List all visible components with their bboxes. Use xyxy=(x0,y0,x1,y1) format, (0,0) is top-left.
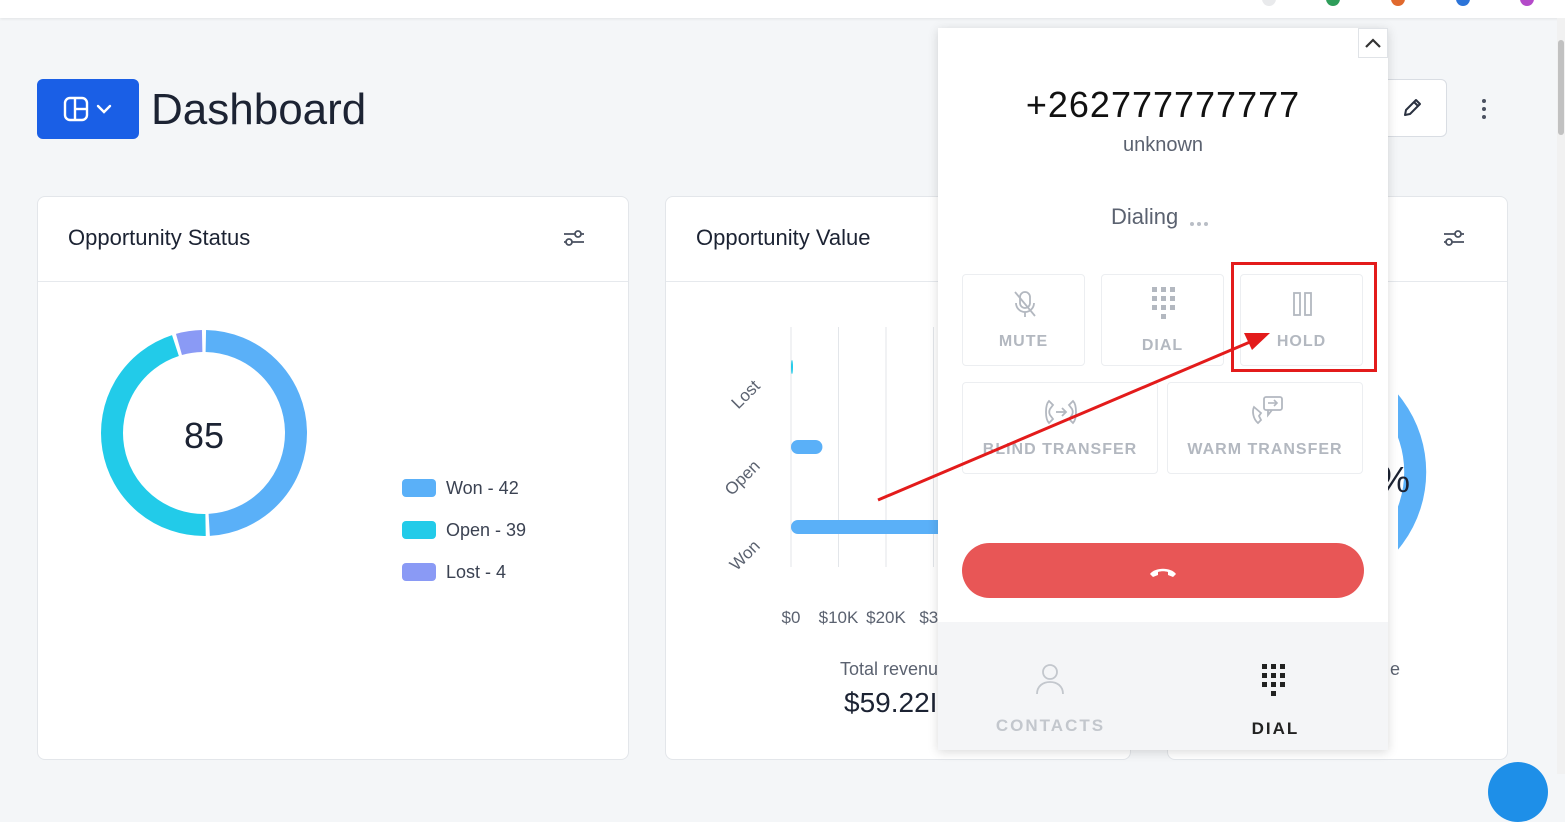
x-tick-label: $10K xyxy=(819,608,859,627)
hang-up-button[interactable] xyxy=(962,543,1364,598)
legend-label: Won - 42 xyxy=(446,477,519,498)
legend-label: Open - 39 xyxy=(446,519,527,540)
legend-item-won[interactable]: Won - 42 xyxy=(402,467,526,509)
chat-transfer-icon xyxy=(1252,396,1283,425)
dialpad-icon xyxy=(1152,287,1175,319)
legend-item-lost[interactable]: Lost - 4 xyxy=(402,551,526,593)
collapse-button[interactable] xyxy=(1358,28,1388,58)
scrollbar-thumb[interactable] xyxy=(1558,40,1564,135)
opportunity-status-card: Opportunity Status 85 Won - 42 Open - 39… xyxy=(37,196,629,760)
y-category-label: Won xyxy=(726,536,764,574)
tab-dial[interactable]: DIAL xyxy=(1163,622,1388,750)
phone-dialer-panel: +262777777777 unknown Dialing MUTE DIAL … xyxy=(938,28,1388,750)
y-category-label: Lost xyxy=(728,376,764,412)
dialpad-button[interactable]: DIAL xyxy=(1101,274,1224,366)
total-revenue-label: Total revenu xyxy=(840,659,939,679)
dialed-number: +262777777777 xyxy=(1025,84,1301,125)
dial-label: DIAL xyxy=(1141,337,1184,354)
status-legend: Won - 42 Open - 39 Lost - 4 xyxy=(402,467,526,593)
dialpad-icon xyxy=(1262,664,1285,696)
chevron-up-icon xyxy=(1365,38,1381,48)
app-icon[interactable] xyxy=(1456,0,1470,6)
chevron-down-icon xyxy=(96,104,112,114)
caller-name: unknown xyxy=(1122,134,1204,156)
hold-highlight-box xyxy=(1231,262,1377,372)
layout-grid-icon xyxy=(63,96,89,122)
warm-transfer-button[interactable]: WARM TRANSFER xyxy=(1167,382,1363,474)
mute-label: MUTE xyxy=(998,333,1049,350)
donut-total: 85 xyxy=(183,415,225,456)
dialer-tabs: CONTACTS DIAL xyxy=(938,622,1388,750)
help-chat-button[interactable] xyxy=(1488,762,1548,822)
blind-transfer-button[interactable]: BLIND TRANSFER xyxy=(962,382,1158,474)
donut-slice-open[interactable] xyxy=(101,335,206,536)
mute-button[interactable]: MUTE xyxy=(962,274,1085,366)
card-title: Opportunity Value xyxy=(696,225,871,250)
bar-lost[interactable] xyxy=(791,360,793,374)
pencil-icon xyxy=(1404,99,1421,116)
warm-transfer-label: WARM TRANSFER xyxy=(1187,441,1343,458)
page-scrollbar[interactable] xyxy=(1557,18,1565,774)
app-icon[interactable] xyxy=(1391,0,1405,6)
hold-label: HOLD xyxy=(1276,333,1327,350)
legend-label: Lost - 4 xyxy=(446,561,507,582)
x-tick-label: $20K xyxy=(866,608,906,627)
card-header: Opportunity Value xyxy=(666,197,1130,282)
more-options-icon[interactable] xyxy=(1470,92,1498,126)
avatar[interactable] xyxy=(1262,0,1276,6)
app-icon[interactable] xyxy=(1520,0,1534,6)
card-header: Opportunity Status xyxy=(38,197,628,282)
phone-hangup-icon xyxy=(1150,568,1176,577)
loading-dots xyxy=(1190,222,1208,226)
metric-label: e xyxy=(1390,659,1401,679)
page-title: Dashboard xyxy=(151,85,367,134)
hold-button[interactable]: HOLD xyxy=(1240,274,1363,366)
blind-transfer-label: BLIND TRANSFER xyxy=(982,441,1138,458)
tab-contacts-label: CONTACTS xyxy=(995,716,1106,735)
card-title: Opportunity Status xyxy=(68,225,251,250)
legend-swatch xyxy=(402,521,436,539)
legend-swatch xyxy=(402,479,436,497)
layout-switcher-button[interactable] xyxy=(37,79,139,139)
total-revenue-value: $59.22I xyxy=(844,687,938,718)
microphone-off-icon xyxy=(1014,291,1036,317)
app-icon[interactable] xyxy=(1326,0,1340,6)
call-status: Dialing xyxy=(1111,204,1179,229)
bar-open[interactable] xyxy=(791,440,823,454)
legend-item-open[interactable]: Open - 39 xyxy=(402,509,526,551)
legend-swatch xyxy=(402,563,436,581)
edit-dashboard-button[interactable] xyxy=(1377,79,1447,137)
phone-transfer-icon xyxy=(1045,399,1077,425)
settings-sliders-icon[interactable] xyxy=(562,227,586,249)
y-category-label: Open xyxy=(721,456,764,499)
status-donut-chart: 85 xyxy=(98,327,310,544)
progress-ring xyxy=(1398,394,1427,550)
donut-slice-lost[interactable] xyxy=(175,330,203,356)
x-tick-label: $0 xyxy=(782,608,801,627)
settings-sliders-icon[interactable] xyxy=(1442,227,1466,249)
top-navigation-bar xyxy=(0,0,1565,18)
tab-contacts[interactable]: CONTACTS xyxy=(938,622,1163,750)
tab-dial-label: DIAL xyxy=(1251,719,1300,738)
donut-slice-won[interactable] xyxy=(205,330,307,536)
pause-icon xyxy=(1293,292,1312,316)
user-icon xyxy=(1036,664,1064,695)
